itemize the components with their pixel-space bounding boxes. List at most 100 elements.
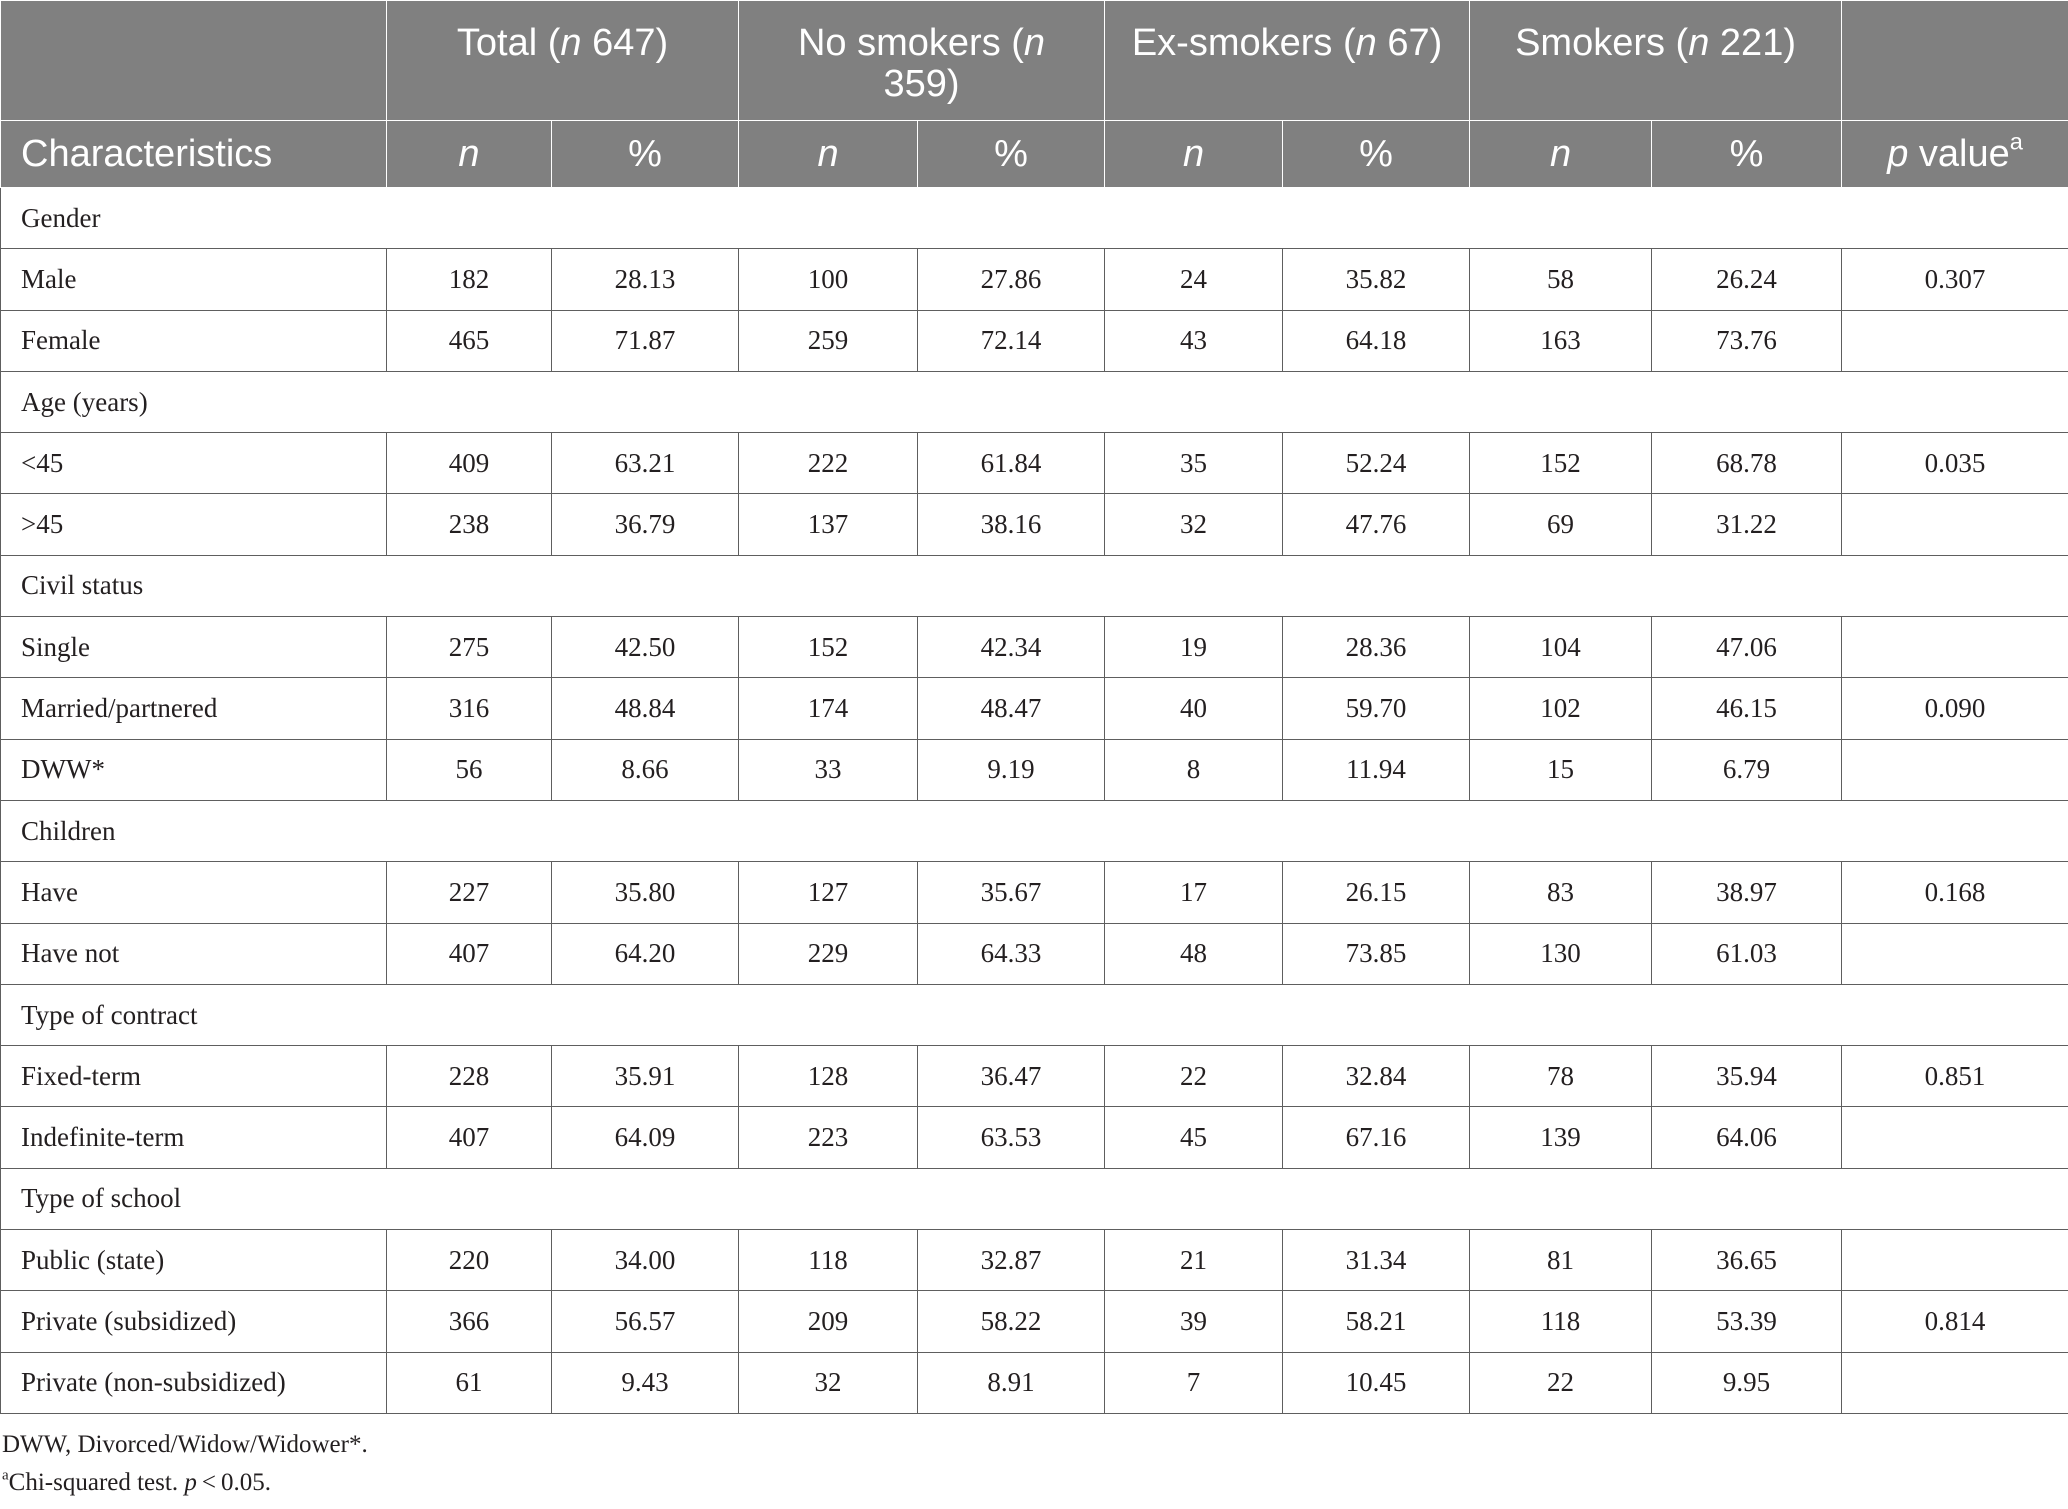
count-cell: 238 bbox=[386, 493, 552, 556]
percent-cell: 64.20 bbox=[550, 922, 740, 985]
section-spacer-cell bbox=[386, 554, 552, 618]
count-cell: 100 bbox=[738, 248, 919, 311]
p-value-cell bbox=[1841, 738, 2068, 801]
dww-note: DWW, Divorced/Widow/Widower*. bbox=[2, 1430, 368, 1458]
p-value-cell: 0.090 bbox=[1841, 677, 2068, 740]
row-label: DWW* bbox=[0, 738, 387, 801]
p-value-cell: 0.307 bbox=[1841, 248, 2068, 311]
percent-cell: 35.67 bbox=[917, 861, 1106, 924]
count-cell: 78 bbox=[1469, 1045, 1653, 1108]
count-cell: 220 bbox=[386, 1229, 552, 1292]
section-spacer-cell bbox=[551, 799, 739, 863]
n-header: n bbox=[386, 120, 552, 188]
percent-cell: 72.14 bbox=[917, 309, 1106, 372]
percent-cell: 35.82 bbox=[1282, 248, 1471, 311]
section-spacer-cell bbox=[1651, 799, 1842, 863]
section-spacer-cell bbox=[1282, 370, 1470, 434]
section-spacer-cell bbox=[917, 186, 1105, 250]
count-cell: 61 bbox=[386, 1351, 552, 1414]
table-row: Public (state) 220 34.00 118 32.87 21 31.34 81 3… bbox=[0, 1229, 2068, 1292]
count-cell: 259 bbox=[738, 309, 919, 372]
section-title: Age (years) bbox=[0, 370, 387, 434]
count-cell: 81 bbox=[1469, 1229, 1653, 1292]
count-cell: 32 bbox=[1104, 493, 1284, 556]
percent-cell: 36.79 bbox=[550, 493, 740, 556]
count-cell: 139 bbox=[1469, 1106, 1653, 1169]
section-spacer-cell bbox=[551, 554, 739, 618]
count-cell: 33 bbox=[738, 738, 919, 801]
section-spacer-cell bbox=[738, 1167, 918, 1231]
section-spacer-cell bbox=[1282, 554, 1470, 618]
row-label: Have not bbox=[0, 922, 387, 985]
count-cell: 127 bbox=[738, 861, 919, 924]
percent-cell: 35.91 bbox=[550, 1045, 740, 1108]
row-label: >45 bbox=[0, 493, 387, 556]
section-spacer-cell bbox=[1841, 1167, 2068, 1231]
percent-cell: 32.84 bbox=[1282, 1045, 1471, 1108]
count-cell: 8 bbox=[1104, 738, 1284, 801]
pct-header: % bbox=[1282, 120, 1471, 188]
section-spacer-cell bbox=[386, 370, 552, 434]
group-header-smokers: Smokers (n 221) bbox=[1469, 0, 1843, 121]
group-header-no-smokers: No smokers (n 359) bbox=[738, 0, 1106, 121]
table-row: Fixed-term 228 35.91 128 36.47 22 32.84 78 35.94… bbox=[0, 1045, 2068, 1108]
percent-cell: 53.39 bbox=[1651, 1290, 1843, 1353]
section-spacer-cell bbox=[1104, 370, 1283, 434]
percent-cell: 58.22 bbox=[917, 1290, 1106, 1353]
section-spacer-cell bbox=[1104, 983, 1283, 1047]
percent-cell: 9.19 bbox=[917, 738, 1106, 801]
section-spacer-cell bbox=[1104, 554, 1283, 618]
section-title: Civil status bbox=[0, 554, 387, 618]
section-spacer-cell bbox=[1282, 799, 1470, 863]
count-cell: 40 bbox=[1104, 677, 1284, 740]
count-cell: 45 bbox=[1104, 1106, 1284, 1169]
percent-cell: 59.70 bbox=[1282, 677, 1471, 740]
row-label: <45 bbox=[0, 432, 387, 495]
p-value-cell bbox=[1841, 616, 2068, 679]
section-row: Children bbox=[0, 799, 2068, 863]
pct-header: % bbox=[917, 120, 1106, 188]
section-spacer-cell bbox=[1469, 370, 1652, 434]
section-spacer-cell bbox=[1104, 799, 1283, 863]
percent-cell: 61.03 bbox=[1651, 922, 1843, 985]
section-spacer-cell bbox=[1104, 1167, 1283, 1231]
count-cell: 275 bbox=[386, 616, 552, 679]
section-row: Type of school bbox=[0, 1167, 2068, 1231]
row-label: Male bbox=[0, 248, 387, 311]
percent-cell: 8.66 bbox=[550, 738, 740, 801]
percent-cell: 26.15 bbox=[1282, 861, 1471, 924]
table-row: >45 238 36.79 137 38.16 32 47.76 69 31.22 bbox=[0, 493, 2068, 556]
section-row: Age (years) bbox=[0, 370, 2068, 434]
percent-cell: 63.53 bbox=[917, 1106, 1106, 1169]
percent-cell: 35.94 bbox=[1651, 1045, 1843, 1108]
p-value-cell bbox=[1841, 1229, 2068, 1292]
percent-cell: 47.76 bbox=[1282, 493, 1471, 556]
count-cell: 130 bbox=[1469, 922, 1653, 985]
percent-cell: 10.45 bbox=[1282, 1351, 1471, 1414]
chi-squared-note: aChi-squared test. p < 0.05. bbox=[2, 1467, 271, 1496]
section-spacer-cell bbox=[917, 370, 1105, 434]
section-spacer-cell bbox=[1282, 186, 1470, 250]
section-spacer-cell bbox=[551, 983, 739, 1047]
section-spacer-cell bbox=[551, 370, 739, 434]
percent-cell: 36.65 bbox=[1651, 1229, 1843, 1292]
count-cell: 182 bbox=[386, 248, 552, 311]
count-cell: 118 bbox=[1469, 1290, 1653, 1353]
percent-cell: 48.84 bbox=[550, 677, 740, 740]
table-row: Private (subsidized) 366 56.57 209 58.22 39 58… bbox=[0, 1290, 2068, 1353]
section-spacer-cell bbox=[917, 554, 1105, 618]
p-value-cell: 0.851 bbox=[1841, 1045, 2068, 1108]
section-spacer-cell bbox=[738, 799, 918, 863]
p-value-cell bbox=[1841, 493, 2068, 556]
count-cell: 69 bbox=[1469, 493, 1653, 556]
row-label: Female bbox=[0, 309, 387, 372]
table-row: <45 409 63.21 222 61.84 35 52.24 152 68.78 0.035 bbox=[0, 432, 2068, 495]
percent-cell: 31.22 bbox=[1651, 493, 1843, 556]
group-header-total: Total (n 647) bbox=[385, 0, 740, 121]
percent-cell: 28.13 bbox=[550, 248, 740, 311]
section-title: Type of contract bbox=[0, 983, 387, 1047]
table-row: Married/partnered 316 48.84 174 48.47 40 59.70… bbox=[0, 677, 2068, 740]
p-value-cell: 0.035 bbox=[1841, 432, 2068, 495]
count-cell: 223 bbox=[738, 1106, 919, 1169]
table-row: Male 182 28.13 100 27.86 24 35.82 58 26.24 0.307 bbox=[0, 248, 2068, 311]
